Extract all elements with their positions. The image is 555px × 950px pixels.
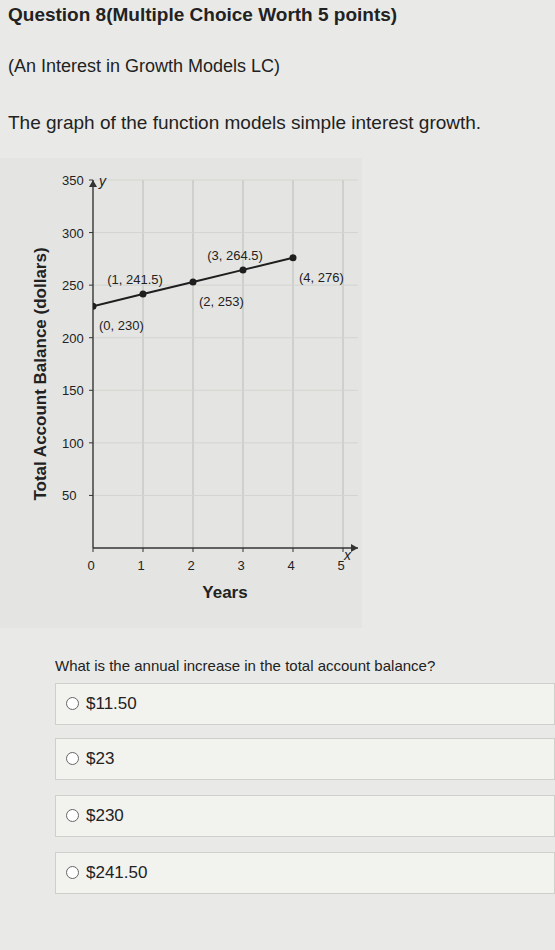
x-tick-label: 4 <box>287 558 294 573</box>
line <box>93 258 293 306</box>
grid-line <box>93 442 358 443</box>
y-axis <box>92 180 93 548</box>
tick <box>89 285 93 286</box>
tick <box>89 180 93 181</box>
point <box>93 303 97 310</box>
radio-button[interactable] <box>66 866 79 879</box>
x-letter: x <box>343 547 352 563</box>
y-tick-label: 50 <box>62 488 76 503</box>
x-arrow <box>351 544 358 552</box>
question-subtitle: (An Interest in Growth Models LC) <box>8 56 280 77</box>
option-label: $23 <box>86 749 114 769</box>
chart-background <box>0 158 362 628</box>
x-tick-label: 0 <box>87 558 94 573</box>
tick <box>193 548 194 552</box>
answer-option[interactable]: $241.50 <box>55 852 555 894</box>
y-tick-label: 250 <box>62 278 84 293</box>
data-label: (1, 241.5) <box>107 272 163 287</box>
y-tick-label: 300 <box>62 226 84 241</box>
y-tick-label: 150 <box>62 383 84 398</box>
x-axis <box>93 547 358 548</box>
chart: 01234550100150200250300350xyYearsTotal A… <box>0 158 370 628</box>
y-tick-label: 100 <box>62 436 84 451</box>
y-axis-label: Total Account Balance (dollars) <box>31 247 50 500</box>
y-tick-label: 200 <box>62 331 84 346</box>
question-title: Question 8(Multiple Choice Worth 5 point… <box>8 4 397 26</box>
grid-line <box>243 180 244 548</box>
grid-line <box>143 180 144 548</box>
radio-button[interactable] <box>66 752 79 765</box>
x-tick-label: 3 <box>237 558 244 573</box>
grid-line <box>93 180 358 181</box>
tick <box>243 548 244 552</box>
grid-line <box>293 180 294 548</box>
option-label: $11.50 <box>86 694 137 714</box>
x-tick-label: 1 <box>137 558 144 573</box>
x-tick-label: 2 <box>187 558 194 573</box>
y-tick-label: 350 <box>62 173 84 188</box>
answer-option[interactable]: $11.50 <box>55 683 555 725</box>
data-label: (2, 253) <box>199 294 244 309</box>
grid-line <box>93 337 358 338</box>
grid-line <box>93 495 358 496</box>
option-label: $230 <box>86 806 124 826</box>
tick <box>89 232 93 233</box>
answer-option[interactable]: $230 <box>55 795 555 837</box>
question-text: What is the annual increase in the total… <box>55 657 435 674</box>
tick <box>89 495 93 496</box>
point <box>240 266 247 273</box>
tick <box>89 442 93 443</box>
data-label: (0, 230) <box>99 318 144 333</box>
grid-line <box>93 180 94 548</box>
data-label: (4, 276) <box>299 270 344 285</box>
point <box>140 291 147 298</box>
radio-button[interactable] <box>66 697 79 710</box>
tick <box>89 337 93 338</box>
prompt: The graph of the function models simple … <box>8 112 481 134</box>
data-group <box>93 254 297 309</box>
y-letter: y <box>98 173 107 189</box>
tick <box>89 390 93 391</box>
option-label: $241.50 <box>86 863 147 883</box>
y-arrow <box>89 180 97 187</box>
radio-button[interactable] <box>66 809 79 822</box>
point <box>190 278 197 285</box>
x-axis-label: Years <box>202 583 247 602</box>
point <box>290 254 297 261</box>
data-label: (3, 264.5) <box>207 248 263 263</box>
tick <box>143 548 144 552</box>
grid-line <box>93 390 358 391</box>
answer-option[interactable]: $23 <box>55 738 555 780</box>
grid-line <box>193 180 194 548</box>
tick <box>293 548 294 552</box>
grid-line <box>343 180 344 548</box>
tick <box>93 548 94 552</box>
grid-line <box>93 232 358 233</box>
